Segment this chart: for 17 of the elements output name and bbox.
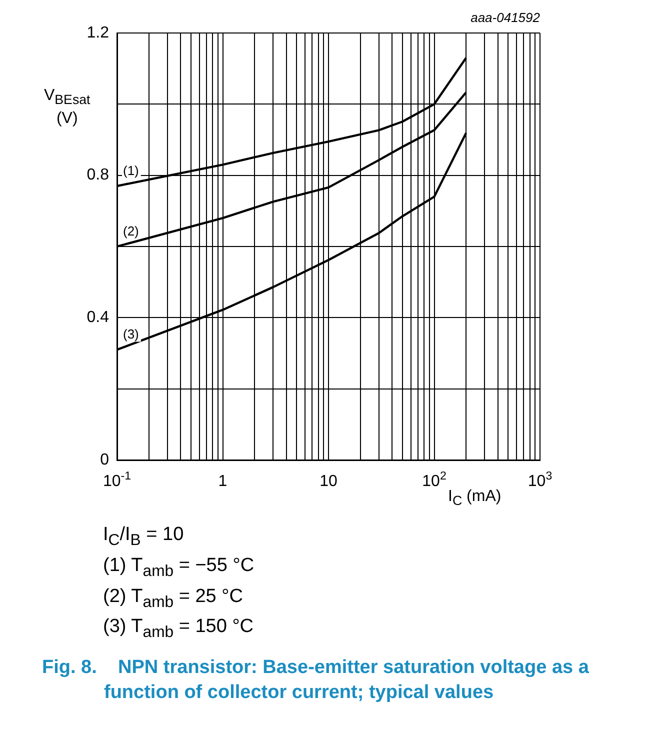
text: (1) T$_{amb}$ = −55 °C <box>103 554 254 580</box>
y-axis-title: V$_{BEsat}$ (V) <box>44 86 90 128</box>
series-label: (3) <box>123 326 139 342</box>
text: (3) T$_{amb}$ = 150 °C <box>103 616 254 642</box>
x-axis-title: I$_{C}$ (mA) <box>448 488 502 508</box>
x-tick-label: 10 <box>320 473 338 490</box>
text: Fig. 8. NPN transistor: Base-emitter saturation voltage as a function of collector current; typical values <box>42 656 590 705</box>
text: aaa-041592 <box>470 10 540 25</box>
y-tick-label: 1.2 <box>86 24 110 42</box>
y-tick-label: 0.8 <box>86 166 110 184</box>
text: I$_{C}$/I$_{B}$ = 10 <box>103 524 184 549</box>
series-label: (2) <box>123 224 139 238</box>
y-tick-label: 0.4 <box>86 309 110 326</box>
series-label: (1) <box>123 163 139 178</box>
text: (2) T$_{amb}$ = 25 °C <box>103 586 243 610</box>
y-tick-label: 0 <box>100 451 110 468</box>
x-tick-label: 1 <box>218 473 228 490</box>
